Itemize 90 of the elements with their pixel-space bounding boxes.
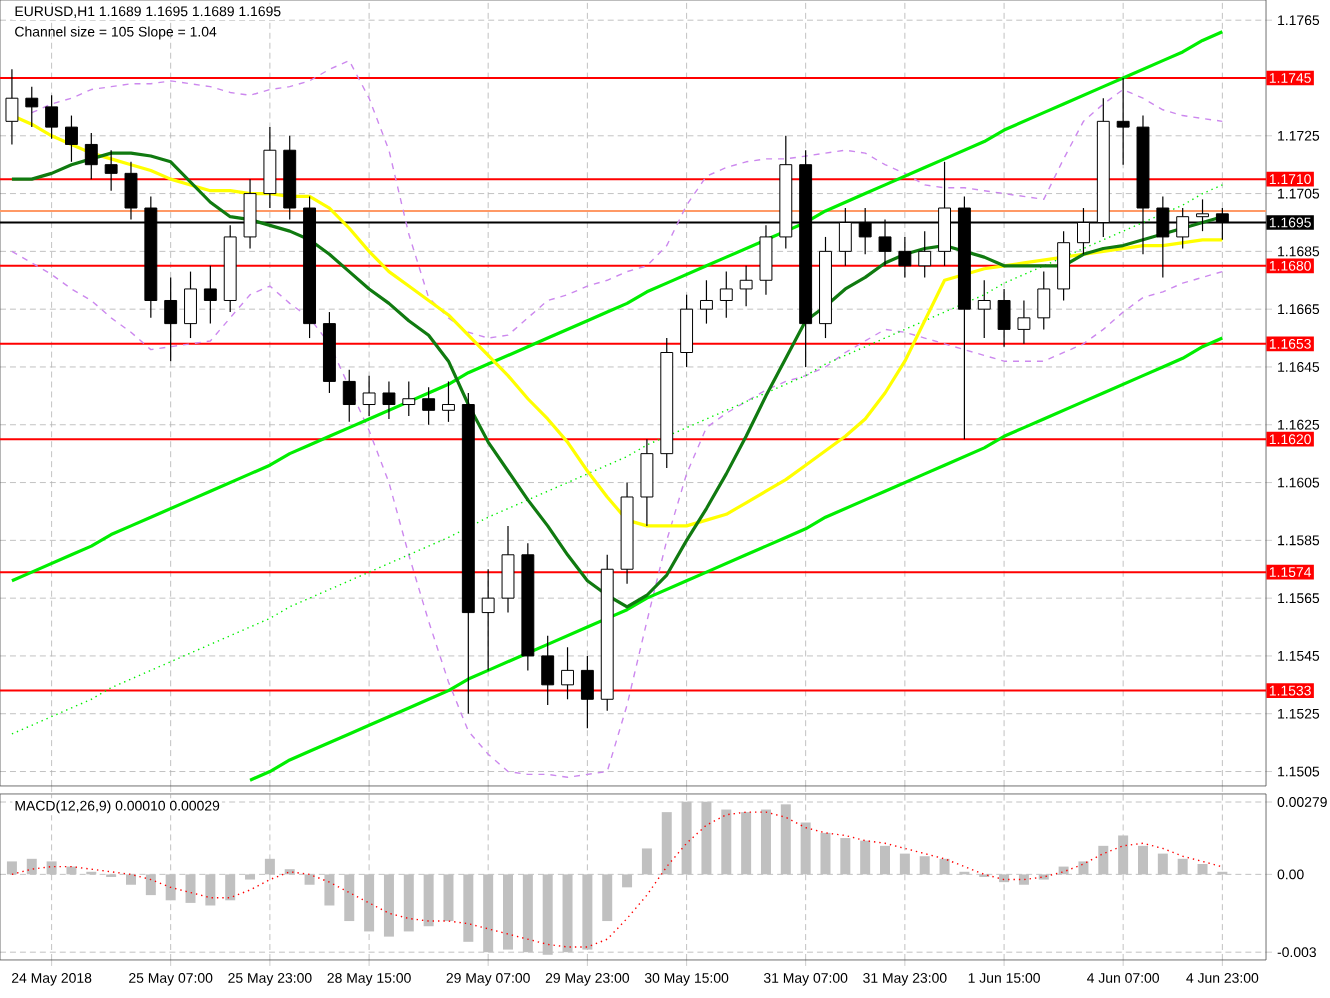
bar bbox=[284, 869, 295, 875]
candlestick bbox=[719, 271, 733, 319]
bar bbox=[919, 856, 930, 875]
candlestick bbox=[580, 655, 594, 729]
bar bbox=[899, 853, 910, 875]
candlestick bbox=[263, 126, 277, 209]
candlestick bbox=[640, 438, 654, 527]
bar bbox=[939, 858, 950, 875]
bar bbox=[721, 809, 732, 875]
bar bbox=[1137, 845, 1148, 875]
bar bbox=[860, 840, 871, 875]
candlestick bbox=[362, 375, 376, 417]
bar bbox=[582, 874, 593, 950]
candlestick bbox=[45, 94, 59, 140]
candlestick bbox=[680, 294, 694, 368]
bar bbox=[145, 874, 156, 896]
bar bbox=[304, 874, 315, 885]
bar bbox=[602, 874, 613, 922]
bar bbox=[661, 812, 672, 875]
bar bbox=[185, 874, 196, 903]
candlestick bbox=[501, 525, 515, 614]
candlestick bbox=[1017, 299, 1031, 345]
bar bbox=[741, 812, 752, 875]
candlestick bbox=[1037, 271, 1051, 330]
candlestick bbox=[84, 132, 98, 180]
bar bbox=[760, 809, 771, 875]
bar bbox=[205, 874, 216, 906]
candlestick bbox=[1057, 230, 1071, 302]
candlestick bbox=[442, 380, 455, 423]
candlestick bbox=[65, 114, 78, 163]
bar bbox=[542, 874, 553, 955]
candlestick bbox=[184, 271, 197, 339]
candlestick bbox=[422, 386, 436, 426]
bar bbox=[681, 801, 692, 875]
bar bbox=[443, 874, 454, 922]
bar bbox=[701, 801, 712, 875]
candlestick bbox=[918, 230, 932, 278]
bar bbox=[641, 848, 652, 875]
bar bbox=[880, 845, 891, 875]
candlestick bbox=[164, 276, 178, 362]
bar bbox=[125, 874, 136, 885]
bar bbox=[1177, 858, 1188, 875]
bar bbox=[780, 804, 791, 875]
bar bbox=[423, 874, 434, 927]
candlestick bbox=[342, 369, 356, 423]
bar bbox=[264, 858, 275, 875]
candlestick bbox=[382, 380, 396, 420]
candlestick bbox=[402, 380, 416, 417]
bar bbox=[999, 874, 1010, 883]
bar bbox=[403, 874, 414, 932]
bar bbox=[840, 838, 851, 875]
candlestick bbox=[104, 149, 118, 192]
bar bbox=[46, 861, 57, 875]
bar bbox=[6, 861, 17, 875]
bar bbox=[800, 822, 811, 875]
bar bbox=[344, 874, 355, 922]
candlestick bbox=[739, 265, 753, 307]
bar bbox=[1118, 835, 1129, 875]
bar bbox=[225, 874, 236, 901]
candlestick bbox=[481, 568, 495, 671]
bar bbox=[245, 874, 256, 880]
bar bbox=[1078, 861, 1089, 875]
candlestick bbox=[1116, 77, 1130, 166]
bar bbox=[1157, 853, 1168, 875]
bar bbox=[383, 874, 394, 937]
bar bbox=[463, 874, 474, 942]
bar bbox=[483, 874, 494, 953]
bar bbox=[1197, 864, 1208, 875]
bar bbox=[1098, 845, 1109, 875]
bar bbox=[503, 874, 513, 950]
candlestick bbox=[541, 635, 555, 706]
bar bbox=[562, 874, 573, 953]
candlestick bbox=[699, 279, 713, 325]
bar bbox=[324, 874, 335, 906]
bar bbox=[66, 866, 77, 875]
bar bbox=[165, 874, 176, 901]
bar bbox=[1038, 874, 1049, 880]
bar bbox=[622, 874, 633, 888]
bar bbox=[522, 874, 533, 953]
bar bbox=[26, 858, 37, 875]
candlestick bbox=[561, 646, 574, 700]
candlestick bbox=[203, 265, 217, 325]
candlestick bbox=[977, 279, 991, 339]
bar bbox=[1018, 874, 1029, 885]
candlestick bbox=[25, 86, 39, 128]
candlestick bbox=[898, 236, 912, 278]
bar bbox=[820, 832, 831, 875]
candlestick bbox=[997, 288, 1011, 348]
candlestick bbox=[5, 68, 19, 146]
bar bbox=[364, 874, 375, 932]
